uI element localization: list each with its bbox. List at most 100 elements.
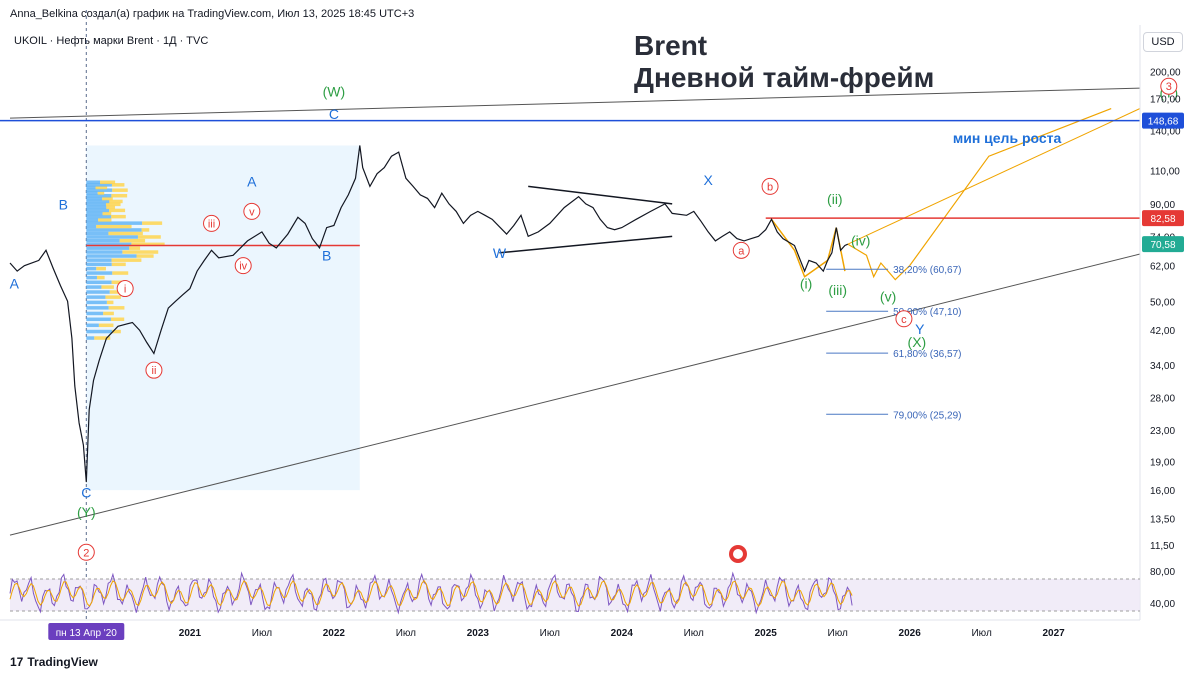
wave-path [770,218,846,278]
vp-bar-down [102,211,112,216]
vp-bar-up [86,275,97,280]
circled-wave-label: b [767,181,773,193]
vp-bar-up [86,300,107,305]
vp-bar-down [131,242,165,247]
vp-bar-up [86,238,120,243]
wave-label: (iii) [828,282,847,298]
vp-bar-up [86,183,112,187]
price-tag-current [1142,236,1184,253]
vp-bar-down [98,218,112,222]
time-tick-label: 2027 [1043,628,1066,639]
vp-bar-down [110,317,125,322]
price-tick-label: 34,00 [1150,361,1175,372]
vp-bar-down [119,238,146,243]
brand-name: TradingView [27,655,98,669]
vp-bar-up [86,250,123,254]
vp-bar-up [86,242,132,247]
vp-bar-down [108,306,125,310]
wave-label: мин цель роста [953,130,1062,146]
vp-bar-down [101,285,114,289]
circled-wave-marker [243,202,261,220]
wave-label: (Y) [77,504,96,520]
vp-bar-down [98,323,114,328]
title-line2: Дневной тайм-фрейм [634,62,935,93]
time-cursor-label: пн 13 Апр '20 [56,628,118,639]
time-tick-label: 2024 [611,628,634,639]
time-tick-label: 2021 [179,628,202,639]
vp-bar-up [86,280,112,285]
wave-label: C [329,106,339,122]
circled-wave-marker [761,177,779,195]
time-tick-label: Июл [828,628,848,639]
vp-bar-down [96,224,132,229]
wave-label: (X) [908,334,927,350]
title-line1: Brent [634,30,708,61]
time-tick-label: 2026 [899,628,922,639]
vp-bar-down [112,271,129,275]
event-flag-icon-inner [733,549,743,559]
vp-bar-down [129,246,141,250]
circled-wave-label: 2 [83,547,89,559]
circled-wave-marker [77,543,95,561]
tradingview-logo[interactable]: 17 TradingView [10,655,98,669]
price-tag-мин цель роста [1142,112,1184,129]
circled-wave-marker [1160,77,1178,95]
vp-bar-up [86,262,112,267]
vp-bar-down [142,221,163,225]
trendline-triangle-top [528,185,673,205]
vp-bar-down [111,258,142,262]
vp-bar-down [111,193,128,198]
vp-bar-up [86,228,142,232]
circled-wave-marker [895,310,913,328]
wave-label: A [10,276,20,292]
vp-bar-down [106,300,114,305]
price-tick-label: 19,00 [1150,458,1175,469]
symbol-info[interactable]: UKOIL · Нефть марки Brent · 1Д · TVC [14,35,209,47]
volume-profile [86,180,360,340]
vp-bar-down [103,311,114,316]
price-tick-label: 23,00 [1150,426,1175,437]
circled-wave-label: 3 [1166,81,1172,93]
price-line [9,145,849,483]
author-line: Anna_Belkina создал(а) график на Trading… [10,8,415,20]
wave-label: (iv) [851,233,870,249]
rsi-tick-label: 80,00 [1150,567,1175,578]
price-tick-label: 28,00 [1150,393,1175,404]
vp-bar-down [136,254,154,258]
vp-bar-down [122,250,159,254]
vp-bar-down [102,196,113,201]
price-tick-label: 200,00 [1150,68,1181,79]
circled-wave-label: a [738,245,745,257]
price-tick-label: 170,00 [1150,94,1181,105]
vp-bar-up [86,323,99,328]
circled-wave-label: i [124,284,126,296]
wave-label: A [247,173,257,189]
circled-wave-label: ii [152,365,157,377]
vp-bar-down [112,188,128,192]
vp-bar-up [86,218,99,222]
time-tick-label: Июл [971,628,991,639]
price-tag-label: 148,68 [1148,117,1179,128]
vp-bar-up [86,266,97,271]
vp-bar-down [111,280,127,285]
wave-label: (v) [880,288,896,304]
wave-label: (ii) [827,191,843,207]
vp-bar-up [86,208,110,213]
circled-wave-label: c [901,314,907,326]
vp-bar-down [109,199,123,204]
vp-bar-down [106,205,116,210]
vp-bar-up [86,271,113,275]
projection-path [847,107,1112,281]
vp-bar-down [111,262,126,267]
annotations: мин цель роста (W) C A B B A W X C (Y) (ii) (iv) (i) (… [10,77,1178,563]
price-tick-label: 11,50 [1150,541,1175,552]
time-tick-label: Июл [684,628,704,639]
price-tick-label: 140,00 [1150,127,1181,138]
vp-bar-down [105,295,121,299]
vp-bar-up [86,211,103,216]
price-tick-label: 13,50 [1150,514,1175,525]
wave-label: (W) [323,84,346,100]
grid [85,10,360,620]
currency-button[interactable]: USD [1143,32,1183,52]
